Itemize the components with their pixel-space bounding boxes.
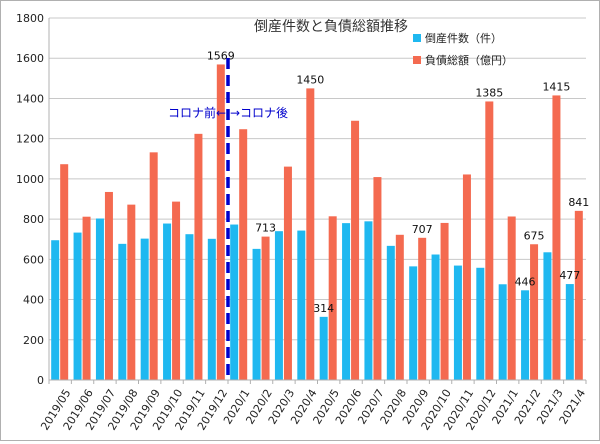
y-tick-label: 0 xyxy=(37,374,44,387)
bar-count xyxy=(342,223,351,380)
y-tick-label: 600 xyxy=(23,253,44,266)
data-label: 713 xyxy=(255,222,276,235)
bar-debt xyxy=(418,237,427,380)
annotation-after-text: →コロナ後 xyxy=(230,106,288,120)
bar-count xyxy=(297,230,306,380)
bar-count xyxy=(431,254,440,380)
bar-debt xyxy=(440,222,449,380)
data-label: 1415 xyxy=(542,80,570,93)
legend-label-count: 倒産件数（件） xyxy=(425,32,502,45)
y-axis: 0 200 400 600 800 1000 1200 1400 1600 1800 xyxy=(16,12,50,387)
bar-debt xyxy=(395,234,404,380)
bar-count xyxy=(565,284,574,380)
bar-count xyxy=(409,266,418,380)
legend-swatch-count xyxy=(413,34,421,42)
bar-count xyxy=(498,284,507,380)
bar-debt xyxy=(127,204,136,380)
bar-debt xyxy=(552,95,561,380)
legend: 倒産件数（件） 負債総額（億円） xyxy=(413,32,513,67)
bar-count xyxy=(207,238,216,380)
bar-count xyxy=(95,218,104,380)
gridlines xyxy=(49,17,586,381)
bar-count xyxy=(274,231,283,380)
bar-debt xyxy=(485,101,494,380)
bar-count xyxy=(118,243,127,380)
bar-debt xyxy=(574,210,583,380)
y-tick-label: 1800 xyxy=(16,12,44,25)
y-tick-label: 1000 xyxy=(16,173,44,186)
bar-debt xyxy=(462,174,471,380)
data-label: 446 xyxy=(515,275,536,288)
bar-debt xyxy=(261,236,270,380)
bars xyxy=(51,64,583,381)
bar-debt xyxy=(60,164,69,380)
data-label: 841 xyxy=(568,196,589,209)
y-tick-label: 400 xyxy=(23,294,44,307)
bar-count xyxy=(230,224,239,380)
bar-debt xyxy=(216,64,225,380)
data-label: 477 xyxy=(559,269,580,282)
bar-count xyxy=(543,252,552,380)
bar-debt xyxy=(172,201,181,380)
bar-count xyxy=(51,240,60,380)
bar-debt xyxy=(328,216,337,380)
data-label: 707 xyxy=(412,223,433,236)
bar-count xyxy=(252,248,261,380)
data-labels: 1569 713 1450 314 707 1385 446 675 1415 477 841 xyxy=(207,49,590,314)
bar-debt xyxy=(283,166,292,380)
bar-debt xyxy=(373,177,382,380)
y-tick-label: 1600 xyxy=(16,52,44,65)
bar-count xyxy=(185,234,194,380)
bar-debt xyxy=(194,133,203,380)
legend-label-debt: 負債総額（億円） xyxy=(425,53,513,67)
y-tick-label: 200 xyxy=(23,334,44,347)
bar-count xyxy=(476,267,485,380)
data-label: 1450 xyxy=(296,73,324,86)
bar-debt xyxy=(530,244,539,380)
bar-debt xyxy=(104,191,113,380)
y-tick-label: 800 xyxy=(23,213,44,226)
chart-title: 倒産件数と負債総額推移 xyxy=(254,19,408,35)
bar-debt xyxy=(239,129,248,380)
y-tick-label: 1200 xyxy=(16,133,44,146)
covid-annotation: コロナ前← →コロナ後 xyxy=(168,58,288,380)
bar-debt xyxy=(351,120,360,381)
bar-count xyxy=(453,265,462,380)
data-label: 314 xyxy=(313,302,334,315)
data-label: 1385 xyxy=(475,86,503,99)
annotation-before-text: コロナ前← xyxy=(168,105,226,120)
y-tick-label: 1400 xyxy=(16,92,44,105)
bar-count xyxy=(521,290,530,380)
x-axis: 2019/052019/062019/072019/082019/092019/… xyxy=(38,379,588,433)
bar-count xyxy=(319,316,328,380)
bar-count xyxy=(386,245,395,380)
data-label: 1569 xyxy=(207,49,235,62)
bar-count xyxy=(364,221,373,380)
bar-debt xyxy=(306,88,315,380)
bar-count xyxy=(140,238,149,380)
legend-swatch-debt xyxy=(413,56,421,64)
bar-debt xyxy=(149,152,158,380)
data-label: 675 xyxy=(524,229,545,242)
bar-debt xyxy=(82,216,91,380)
bar-debt xyxy=(507,216,516,380)
bar-count xyxy=(73,232,82,380)
bar-count xyxy=(163,223,172,380)
